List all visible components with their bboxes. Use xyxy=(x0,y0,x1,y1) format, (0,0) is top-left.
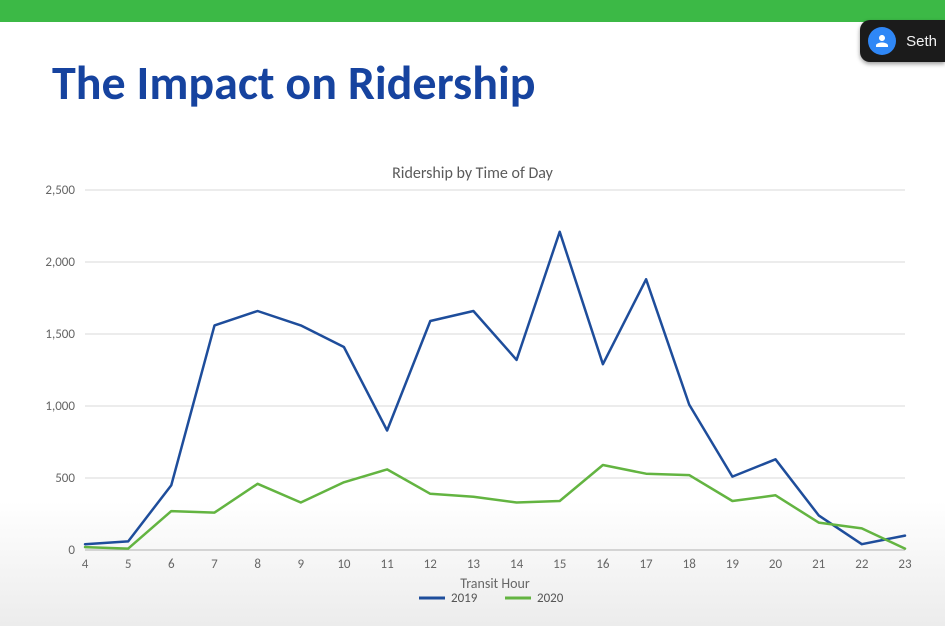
legend-label: 2019 xyxy=(451,591,478,606)
x-tick-label: 16 xyxy=(596,557,610,572)
x-tick-label: 7 xyxy=(211,557,218,572)
x-tick-label: 21 xyxy=(812,557,825,572)
ridership-chart: 0 500 1,000 1,500 2,000 2,500 4 5 6 7 8 9 10 11 12 13 14… xyxy=(0,0,945,626)
x-tick-label: 18 xyxy=(683,557,697,572)
x-tick-label: 14 xyxy=(510,557,524,572)
slide-frame: The Impact on Ridership Ridership by Tim… xyxy=(0,0,945,626)
y-tick-label: 500 xyxy=(55,471,75,486)
y-tick-label: 1,000 xyxy=(45,399,75,414)
x-tick-label: 4 xyxy=(82,557,89,572)
x-tick-label: 12 xyxy=(424,557,438,572)
x-tick-label: 11 xyxy=(381,557,394,572)
series-line xyxy=(85,232,905,544)
x-tick-label: 13 xyxy=(467,557,481,572)
y-tick-label: 2,500 xyxy=(45,183,75,198)
x-tick-label: 20 xyxy=(769,557,783,572)
legend-label: 2020 xyxy=(537,591,564,606)
x-tick-label: 22 xyxy=(855,557,869,572)
x-tick-label: 19 xyxy=(726,557,740,572)
x-tick-label: 8 xyxy=(254,557,261,572)
x-tick-label: 9 xyxy=(297,557,304,572)
y-tick-label: 1,500 xyxy=(45,327,75,342)
x-tick-label: 23 xyxy=(898,557,912,572)
x-tick-label: 6 xyxy=(168,557,175,572)
avatar-icon xyxy=(868,27,896,55)
x-tick-label: 15 xyxy=(553,557,566,572)
x-tick-label: 5 xyxy=(125,557,132,572)
x-tick-label: 10 xyxy=(337,557,351,572)
x-tick-label: 17 xyxy=(639,557,653,572)
y-tick-label: 2,000 xyxy=(45,255,75,270)
y-tick-label: 0 xyxy=(68,543,75,558)
participant-pill[interactable]: Seth xyxy=(860,20,945,62)
participant-name: Seth xyxy=(906,33,937,50)
x-axis-title: Transit Hour xyxy=(460,575,530,592)
